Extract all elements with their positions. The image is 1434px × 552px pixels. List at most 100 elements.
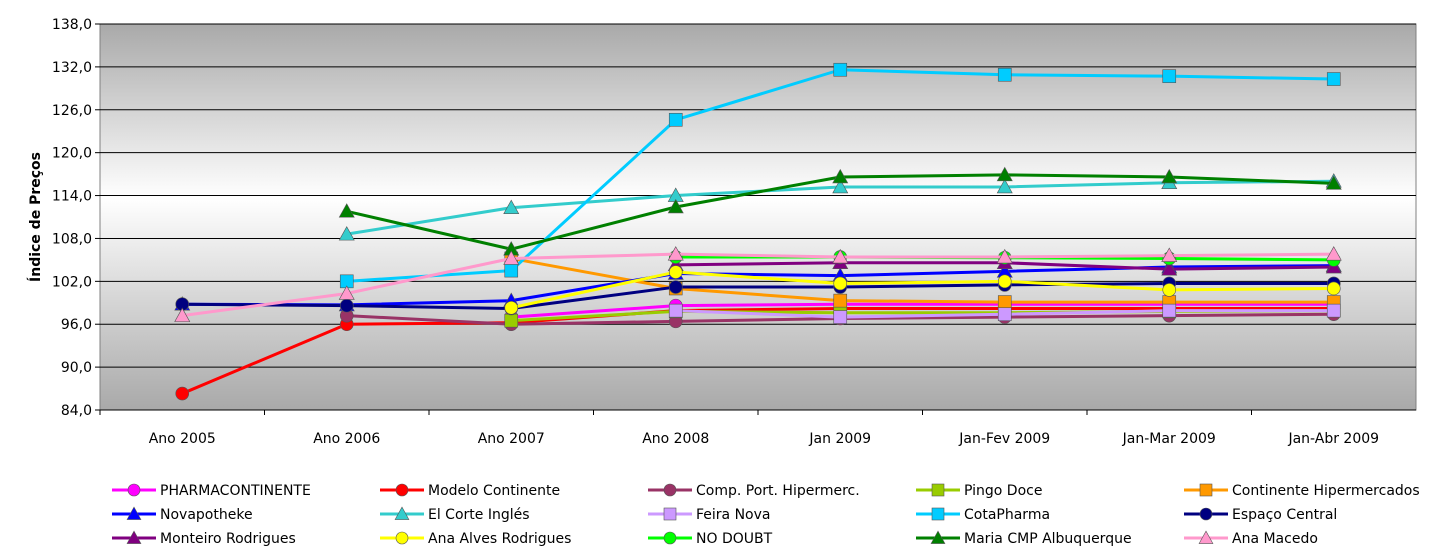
legend-label: NO DOUBT — [696, 531, 773, 547]
legend-item: Feira Nova — [648, 507, 770, 523]
data-point — [338, 226, 355, 241]
legend-label: El Corte Inglés — [428, 507, 530, 523]
x-tick-label: Jan 2009 — [808, 431, 871, 447]
data-point — [1326, 281, 1341, 296]
data-point — [832, 248, 849, 264]
legend-label: Pingo Doce — [964, 483, 1042, 499]
data-point — [504, 263, 519, 278]
data-point — [832, 178, 849, 194]
series-line — [182, 252, 1334, 318]
legend-swatch-marker — [931, 483, 945, 497]
legend-swatch-marker — [1198, 530, 1214, 544]
x-tick-labels: Ano 2005 Ano 2006 Ano 2007 Ano 2008 Jan 2009… — [99, 410, 1379, 447]
x-tick-label: Ano 2005 — [149, 431, 216, 447]
legend-item: Maria CMP Albuquerque — [916, 530, 1132, 547]
legend-swatch-marker — [126, 530, 142, 544]
legend-item: NO DOUBT — [648, 531, 773, 547]
data-point — [338, 285, 355, 300]
legend-label: Feira Nova — [696, 507, 770, 523]
x-tick-label: Jan-Abr 2009 — [1287, 431, 1379, 447]
y-tick-label: 120,0 — [52, 146, 92, 162]
data-point — [996, 178, 1013, 194]
legend-item: Modelo Continente — [380, 483, 560, 499]
legend-swatch-marker — [930, 530, 946, 544]
y-tick-label: 102,0 — [52, 274, 92, 290]
legend-item: PHARMACONTINENTE — [112, 483, 311, 499]
y-axis-label: Índice de Preços — [27, 152, 44, 282]
data-point — [668, 303, 683, 318]
legend-swatch-marker — [663, 507, 677, 521]
data-point — [668, 280, 683, 294]
series-line — [511, 302, 1334, 319]
data-point — [997, 295, 1012, 309]
legend-label: Ana Alves Rodrigues — [428, 531, 571, 547]
data-point — [504, 300, 519, 315]
x-tick-label: Ano 2007 — [478, 431, 545, 447]
legend-swatch-marker — [1199, 483, 1213, 497]
y-tick-label: 84,0 — [61, 403, 92, 419]
data-point — [1161, 261, 1178, 276]
legend-item: Novapotheke — [112, 506, 253, 523]
data-point — [833, 62, 848, 77]
data-point — [667, 246, 684, 261]
legend-label: Continente Hipermercados — [1232, 483, 1420, 499]
legend-swatch-marker — [127, 483, 141, 497]
legend-item: Monteiro Rodrigues — [112, 530, 296, 547]
data-point — [833, 293, 848, 308]
legend-label: Novapotheke — [160, 507, 253, 523]
data-point — [996, 248, 1013, 264]
legend-label: CotaPharma — [964, 507, 1050, 523]
legend-label: Monteiro Rodrigues — [160, 531, 296, 547]
legend-item: Espaço Central — [1184, 507, 1337, 523]
legend-label: Ana Macedo — [1232, 531, 1318, 547]
y-tick-label: 132,0 — [52, 60, 92, 76]
data-point — [1325, 246, 1342, 261]
legend-swatch-marker — [395, 531, 409, 545]
series-maria-cmp-albuquerque — [338, 166, 1342, 256]
series-ana-alves-rodrigues — [504, 265, 1341, 315]
data-point — [997, 274, 1012, 289]
series-line — [510, 270, 1334, 310]
legend-swatch-marker — [663, 531, 677, 545]
legend-item: CotaPharma — [916, 507, 1050, 523]
data-point — [997, 307, 1012, 322]
legend-item: Pingo Doce — [916, 483, 1042, 499]
legend-swatch-marker — [395, 483, 409, 497]
series-line — [182, 281, 1334, 310]
x-tick-label: Jan-Mar 2009 — [1122, 431, 1216, 447]
y-tick-labels: 84,0 90,0 96,0 102,0 108,0 114,0 120,0 126,0 132… — [52, 17, 92, 419]
series-lines — [174, 62, 1342, 401]
legend-swatch-marker — [663, 483, 677, 497]
legend-label: Espaço Central — [1232, 507, 1337, 523]
data-point — [1162, 303, 1177, 318]
legend-label: PHARMACONTINENTE — [160, 483, 311, 499]
data-point — [833, 310, 848, 324]
legend-item: El Corte Inglés — [380, 506, 530, 523]
legend-swatch-marker — [394, 506, 410, 520]
data-point — [1161, 247, 1178, 262]
gridlines — [95, 23, 1416, 411]
series-ana-macedo — [174, 246, 1342, 322]
data-point — [1162, 283, 1177, 297]
y-tick-label: 114,0 — [52, 189, 92, 205]
data-point — [1325, 175, 1342, 190]
series-line — [181, 306, 1334, 395]
data-point — [503, 250, 520, 265]
data-point — [667, 198, 684, 214]
data-point — [833, 276, 848, 291]
x-tick-label: Jan-Fev 2009 — [958, 431, 1050, 447]
y-tick-label: 96,0 — [61, 317, 92, 333]
x-tick-label: Ano 2006 — [313, 431, 380, 447]
y-tick-label: 108,0 — [52, 231, 92, 247]
data-point — [1326, 303, 1341, 318]
legend-swatch-marker — [126, 506, 142, 520]
legend-label: Maria CMP Albuquerque — [964, 531, 1132, 547]
y-tick-label: 138,0 — [52, 17, 92, 33]
data-point — [339, 298, 354, 313]
legend-swatch-marker — [931, 507, 945, 521]
legend-item: Continente Hipermercados — [1184, 483, 1420, 499]
data-point — [1162, 69, 1177, 83]
data-point — [832, 168, 849, 184]
